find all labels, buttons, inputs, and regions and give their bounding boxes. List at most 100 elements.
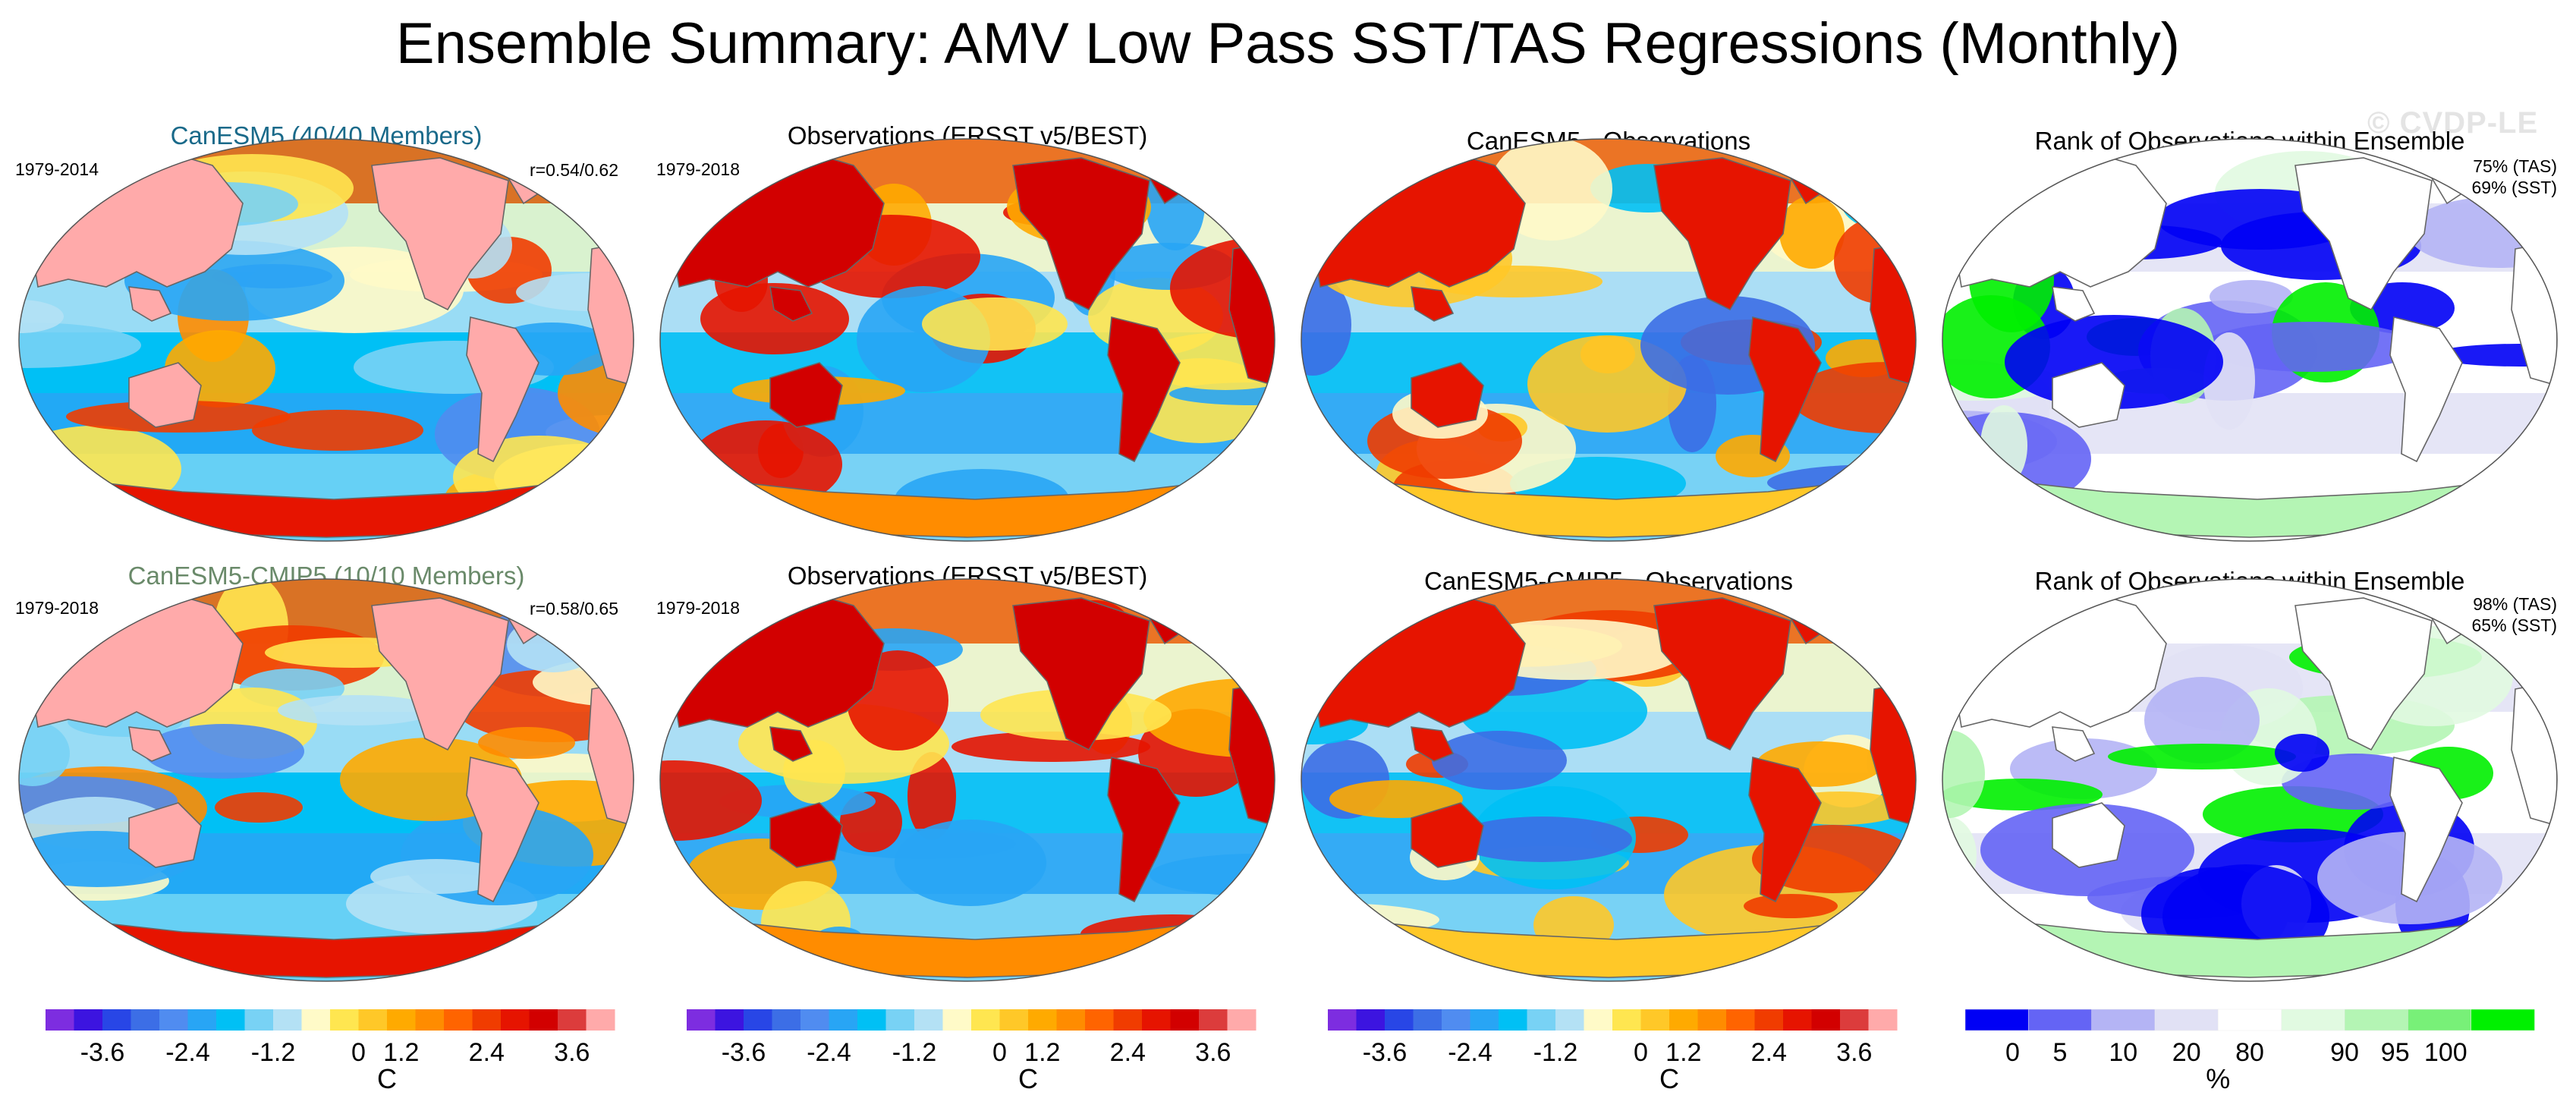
colorbar-swatch (2344, 1009, 2409, 1031)
anomaly-blob (2432, 344, 2557, 367)
map-row2-rank (1939, 575, 2561, 985)
colorbar-swatch (1470, 1009, 1499, 1031)
colorbar-swatch (772, 1009, 801, 1031)
continent-asia (1953, 593, 2167, 728)
colorbar-swatch (102, 1009, 131, 1031)
continent-asia (30, 153, 244, 288)
continent-seAsia (2052, 726, 2096, 762)
period-row2-model: 1979-2018 (15, 598, 99, 618)
map-row2-model (15, 575, 637, 985)
continent-samerica (2389, 756, 2463, 903)
anomaly-blob (1744, 894, 1838, 918)
map-row2-diff-svg (1301, 578, 1917, 982)
continent-asia (1312, 593, 1526, 728)
colorbar-tick-label: 1.2 (1665, 1038, 1701, 1067)
colorbar-swatch (1811, 1009, 1841, 1031)
colorbar-tick-label: 2.4 (1110, 1038, 1146, 1067)
anomaly-blob (2144, 677, 2260, 763)
colorbar-swatch (2091, 1009, 2156, 1031)
stat-row1-rank-sst: 69% (SST) (2471, 178, 2557, 197)
continent-asia (1312, 153, 1526, 288)
colorbar-swatch (501, 1009, 530, 1031)
colorbar-unit: C (1018, 1063, 1038, 1094)
colorbar-rank-svg: 0 5 10 20 80 90 95 100% (1964, 1009, 2535, 1094)
anomaly-blob (1791, 362, 1916, 433)
map-row2-rank-svg (1942, 578, 2558, 982)
anomaly-blob (1942, 730, 1985, 818)
anomaly-blob (660, 760, 762, 841)
colorbar-swatch (1356, 1009, 1386, 1031)
colorbar-swatch (358, 1009, 388, 1031)
colorbar-swatch (444, 1009, 473, 1031)
anomaly-blob (1850, 463, 1916, 505)
colorbar-diff: -3.6 -2.4 -1.2 0 1.2 2.4 3.6 C (1328, 1009, 1912, 1094)
colorbar-swatch (273, 1009, 302, 1031)
anomaly-blob (922, 297, 1068, 351)
map-row1-model-svg (18, 138, 634, 542)
anomaly-blob (278, 695, 436, 725)
colorbar-swatch (829, 1009, 858, 1031)
colorbar-swatch (2218, 1009, 2282, 1031)
continent-asia (30, 593, 244, 728)
colorbar-tick-label: 80 (2235, 1038, 2264, 1067)
colorbar-tick-label: 0 (992, 1038, 1007, 1067)
map-border (1301, 578, 1917, 982)
colorbar-swatch (2471, 1009, 2535, 1031)
anomaly-blob (2203, 322, 2418, 372)
map-row2-model-svg (18, 578, 634, 982)
anomaly-blob (1453, 817, 1632, 862)
continent-asia (1953, 153, 2167, 288)
map-row1-rank (1939, 135, 2561, 545)
colorbar-swatch (301, 1009, 331, 1031)
continent-samerica (1107, 316, 1181, 463)
map-row1-diff (1297, 135, 1920, 545)
colorbar-swatch (472, 1009, 502, 1031)
anomaly-blob (2275, 734, 2329, 772)
colorbar-tick-label: -1.2 (1533, 1038, 1578, 1067)
continent-seAsia (128, 286, 172, 322)
stat-row1-model: r=0.54/0.62 (529, 160, 618, 180)
colorbar-swatch (1056, 1009, 1086, 1031)
colorbar-tick-label: -3.6 (1363, 1038, 1408, 1067)
colorbar-swatch (1413, 1009, 1442, 1031)
continent-australia (769, 802, 843, 868)
map-row1-model (15, 135, 637, 545)
colorbar-swatch (244, 1009, 274, 1031)
colorbar-tick-label: -3.6 (80, 1038, 125, 1067)
anomaly-blob (1779, 196, 1845, 269)
colorbar-swatch (131, 1009, 160, 1031)
anomaly-blob (907, 752, 956, 840)
continent-australia (128, 362, 202, 428)
page-title: Ensemble Summary: AMV Low Pass SST/TAS R… (395, 11, 2181, 76)
anomaly-blob (252, 410, 423, 451)
colorbar-swatch (715, 1009, 744, 1031)
colorbar-tick-label: 3.6 (1195, 1038, 1231, 1067)
continent-australia (2052, 362, 2125, 428)
colorbar-tick-label: 100 (2424, 1038, 2467, 1067)
colorbar-unit: % (2206, 1063, 2230, 1094)
colorbar-unit: C (377, 1063, 397, 1094)
continent-seAsia (1411, 286, 1455, 322)
colorbar-swatch (46, 1009, 74, 1031)
period-row1-obs: 1979-2018 (656, 159, 740, 179)
anomaly-blob (370, 859, 502, 894)
continent-asia (671, 593, 885, 728)
colorbar-swatch (885, 1009, 915, 1031)
colorbar-swatch (999, 1009, 1029, 1031)
continent-australia (128, 802, 202, 868)
colorbar-swatch (1499, 1009, 1527, 1031)
anomaly-blob (1301, 274, 1351, 376)
colorbar-swatch (971, 1009, 1000, 1031)
continent-asia (671, 153, 885, 288)
anomaly-blob (895, 820, 1046, 906)
continent-seAsia (1411, 726, 1455, 762)
colorbar-tick-label: 0 (1634, 1038, 1648, 1067)
anomaly-blob (2108, 744, 2296, 769)
map-row2-diff (1297, 575, 1920, 985)
colorbar-tick-label: 2.4 (469, 1038, 505, 1067)
colorbar-swatch (1612, 1009, 1641, 1031)
colorbar-obs: -3.6 -2.4 -1.2 0 1.2 2.4 3.6 C (687, 1009, 1271, 1094)
continent-namerica (371, 597, 509, 751)
colorbar-tick-label: 3.6 (554, 1038, 590, 1067)
map-border (18, 138, 634, 542)
